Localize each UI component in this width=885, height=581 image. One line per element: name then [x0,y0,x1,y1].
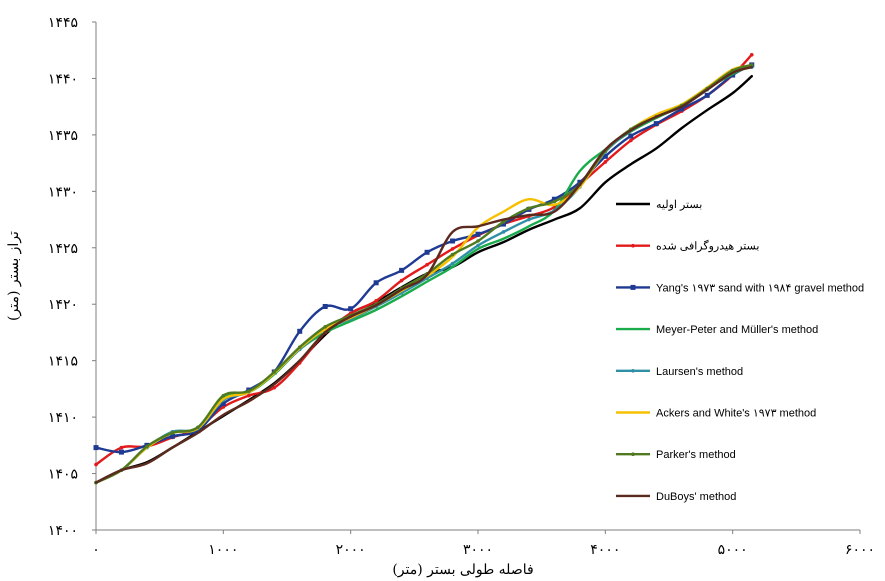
data-point [297,345,302,349]
legend-marker [631,243,635,248]
legend-marker [631,452,635,457]
data-point [348,306,354,312]
legend-label: Meyer-Peter and Müller's method [656,324,818,336]
y-tick-label: ۱۴۴۵ [48,15,78,31]
y-tick-label: ۱۴۰۰ [48,523,78,539]
data-point [749,63,754,67]
legend-label: Laursen's method [656,366,743,378]
data-point [450,252,455,257]
data-point [450,247,455,251]
data-point [94,462,98,467]
x-tick-label: ۲۰۰۰ [336,542,366,558]
y-tick-label: ۱۴۲۰ [48,297,78,313]
y-tick-label: ۱۴۴۰ [48,71,78,87]
series-duboys-method [94,65,753,484]
data-point [500,221,506,227]
x-tick-label: ۴۰۰۰ [590,542,620,558]
legend-label: بستر اولیه [656,199,702,211]
x-tick-label: ۶۰۰۰ [845,542,875,558]
data-point [501,230,506,234]
data-point [629,138,633,143]
data-point [323,325,328,329]
data-point [450,238,456,244]
data-point [93,445,99,451]
y-tick-label: ۱۴۳۵ [48,128,78,144]
y-tick-label: ۱۴۰۵ [48,467,78,483]
y-axis-ticks: ۱۴۰۰ ۱۴۰۵ ۱۴۱۰ ۱۴۱۵ ۱۴۲۰ ۱۴۲۵ ۱۴۳۰ ۱۴۳۵ ۱۴۴۰ ۱۴۴۵ [48,15,96,539]
data-point [628,133,634,139]
data-point [118,449,124,455]
data-point [221,393,226,398]
data-point [552,199,557,204]
data-point [272,370,277,374]
data-point [322,303,328,309]
data-point [169,433,175,439]
data-point [527,206,531,211]
data-point [424,249,430,255]
legend-label: Yang's ۱۹۷۳ sand with ۱۹۸۴ gravel method [656,282,864,294]
data-point [399,267,405,273]
data-point [450,261,455,266]
x-tick-label: ۳۰۰۰ [463,542,493,558]
x-tick-label: ۵۰۰۰ [718,542,748,558]
legend-label: بستر هیدروگرافی شده [656,240,759,253]
data-point [247,389,251,393]
data-point [577,179,583,185]
data-point [195,428,201,434]
x-tick-label: ۱۰۰۰ [208,542,238,558]
y-tick-label: ۱۴۱۰ [48,410,78,426]
data-point [475,231,481,237]
legend-marker [630,284,636,290]
x-tick-label: ۰ [92,542,100,558]
data-point [425,262,429,267]
data-point [373,280,379,286]
data-point [297,328,303,334]
data-point [145,444,149,449]
data-point [399,278,404,283]
data-point [749,52,754,57]
y-tick-label: ۱۴۱۵ [48,354,78,370]
data-point [476,243,480,248]
data-point [527,217,531,222]
legend: بستر اولیه بستر هیدروگرافی شده Yang's ۱۹۷۳… [616,199,864,503]
y-tick-label: ۱۴۲۵ [48,241,78,257]
data-point [196,425,200,430]
data-point [476,239,480,243]
y-tick-label: ۱۴۳۰ [48,184,78,200]
data-point [704,92,710,98]
data-point [220,401,226,407]
x-axis-ticks: ۰ ۱۰۰۰ ۲۰۰۰ ۳۰۰۰ ۴۰۰۰ ۵۰۰۰ ۶۰۰۰ [92,530,875,558]
legend-label: Parker's method [656,449,736,461]
series-yang-s-sand-with-gravel-method [93,62,755,455]
legend-label: Ackers and White's ۱۹۷۳ method [656,408,816,420]
data-point [272,385,277,390]
data-point [170,431,175,435]
legend-marker [631,369,635,373]
legend-label: DuBoys' method [656,491,736,503]
y-axis-title: تراز بستر (متر) [6,231,22,321]
data-point [551,196,557,202]
data-point [374,299,378,303]
series-line [94,65,753,484]
data-point [603,160,608,164]
x-axis-title: فاصله طولی بستر (متر) [392,562,533,578]
series-line [94,63,753,454]
data-point [602,153,608,159]
data-point [679,106,685,112]
data-point [247,393,251,398]
data-point [653,121,659,127]
series-lines [93,52,755,485]
data-point [119,445,124,450]
